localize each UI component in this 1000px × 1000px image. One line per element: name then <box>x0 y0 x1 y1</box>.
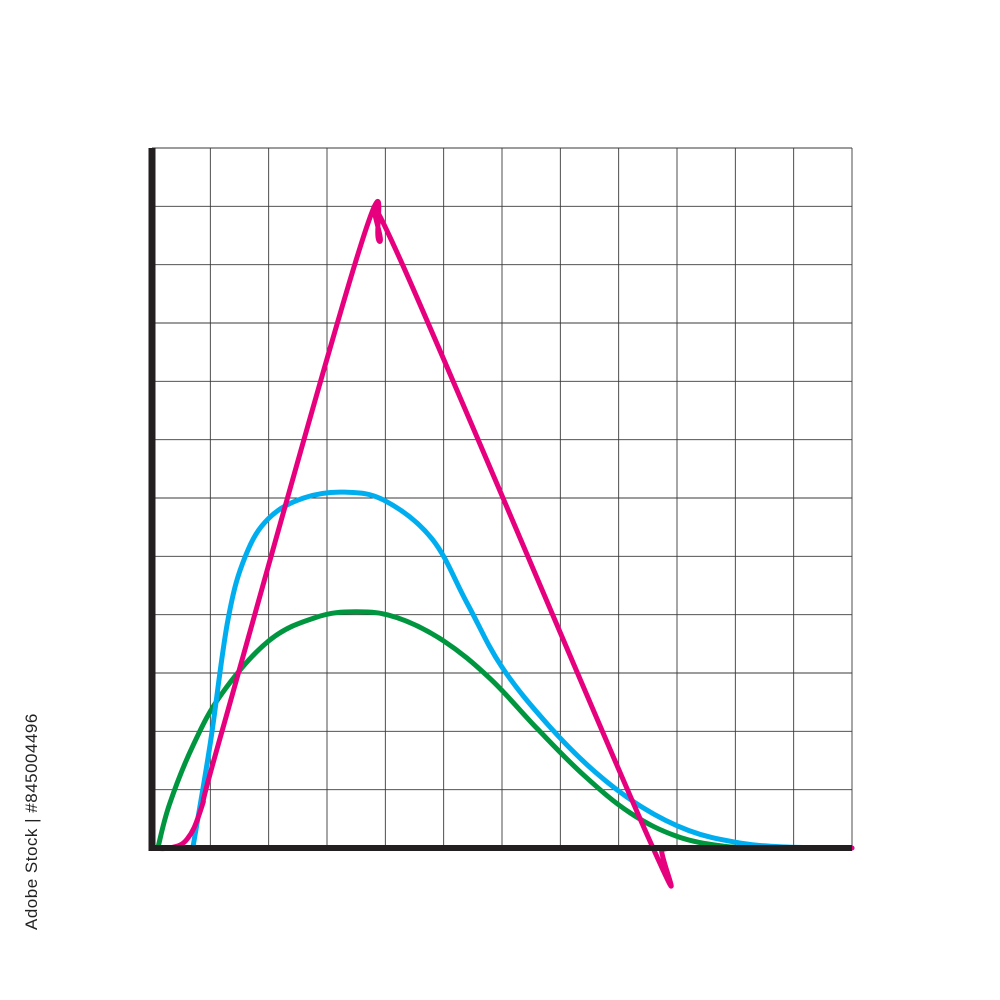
stock-id: 845004496 <box>22 713 41 803</box>
axes <box>148 148 852 851</box>
series-line-cyan <box>190 489 855 851</box>
stock-brand: Adobe Stock <box>22 828 41 930</box>
series-layer <box>149 199 855 889</box>
series-line-green <box>155 609 762 851</box>
series-line-magenta <box>149 199 855 889</box>
stock-id-label: Adobe Stock | #845004496 <box>22 713 41 930</box>
